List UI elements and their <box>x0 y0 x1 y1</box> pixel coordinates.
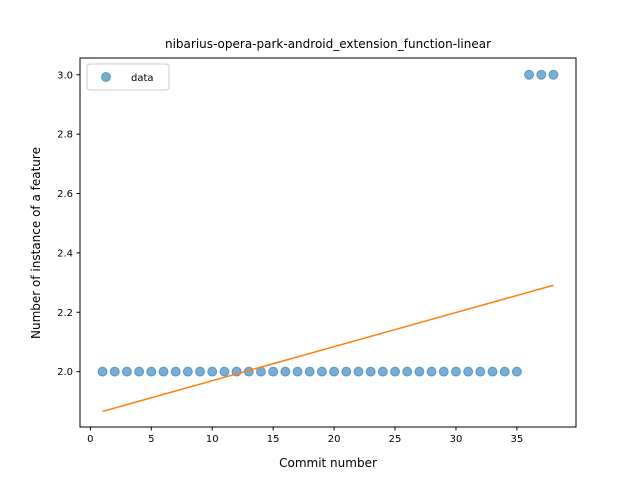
data-point <box>269 367 278 376</box>
data-point <box>147 367 156 376</box>
data-point <box>391 367 400 376</box>
data-point <box>427 367 436 376</box>
chart-title: nibarius-opera-park-android_extension_fu… <box>165 37 491 51</box>
data-point <box>415 367 424 376</box>
data-point <box>281 367 290 376</box>
data-point <box>110 367 119 376</box>
data-point <box>537 70 546 79</box>
data-point <box>293 367 302 376</box>
data-point <box>98 367 107 376</box>
legend: data <box>87 64 169 90</box>
y-axis-title: Number of instance of a feature <box>29 147 43 339</box>
data-point <box>476 367 485 376</box>
x-tick-label: 20 <box>328 434 341 445</box>
data-point <box>451 367 460 376</box>
legend-marker <box>102 73 111 82</box>
data-point <box>500 367 509 376</box>
y-tick-label: 3.0 <box>57 70 73 81</box>
data-point <box>354 367 363 376</box>
legend-box <box>87 64 169 90</box>
data-point <box>439 367 448 376</box>
data-point <box>196 367 205 376</box>
y-tick-label: 2.0 <box>57 367 73 378</box>
data-point <box>122 367 131 376</box>
data-point <box>171 367 180 376</box>
x-axis-title: Commit number <box>279 456 377 470</box>
y-tick-label: 2.2 <box>57 308 73 319</box>
x-tick-label: 0 <box>87 434 93 445</box>
data-point <box>305 367 314 376</box>
data-point <box>135 367 144 376</box>
data-point <box>488 367 497 376</box>
data-point <box>525 70 534 79</box>
data-point <box>330 367 339 376</box>
y-tick-label: 2.4 <box>57 248 73 259</box>
y-tick-label: 2.8 <box>57 130 73 141</box>
data-point <box>464 367 473 376</box>
x-tick-label: 35 <box>511 434 524 445</box>
data-point <box>317 367 326 376</box>
data-point <box>403 367 412 376</box>
x-tick-label: 30 <box>450 434 463 445</box>
data-point <box>366 367 375 376</box>
x-tick-label: 10 <box>206 434 219 445</box>
data-point <box>549 70 558 79</box>
data-point <box>342 367 351 376</box>
data-point <box>512 367 521 376</box>
data-point <box>159 367 168 376</box>
data-point <box>183 367 192 376</box>
y-tick-label: 2.6 <box>57 189 73 200</box>
x-tick-label: 15 <box>267 434 280 445</box>
legend-label: data <box>131 73 154 84</box>
data-point <box>378 367 387 376</box>
x-tick-label: 25 <box>389 434 402 445</box>
x-tick-label: 5 <box>148 434 154 445</box>
data-point <box>220 367 229 376</box>
data-point <box>208 367 217 376</box>
